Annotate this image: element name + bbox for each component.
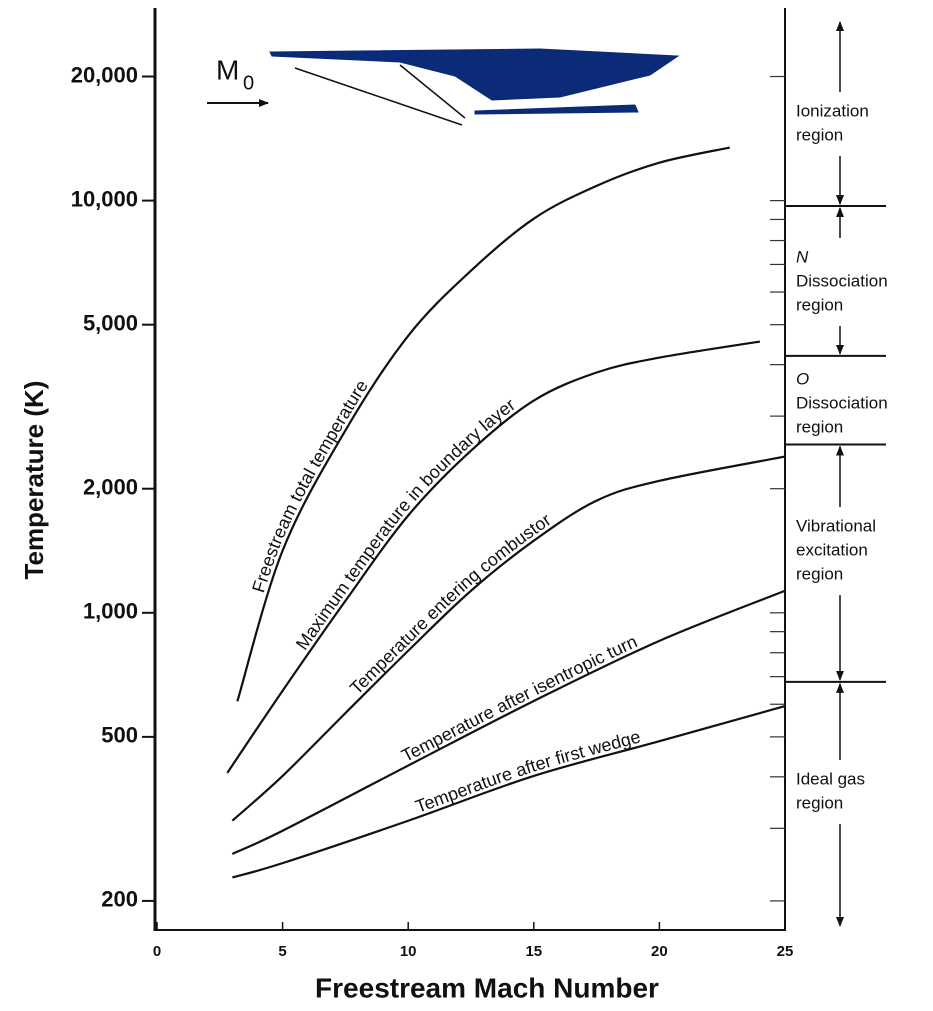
region-label: Dissociation: [796, 393, 888, 412]
y-tick-label: 20,000: [71, 62, 138, 87]
y-axis-title: Temperature (K): [19, 381, 49, 580]
y-tick-label: 1,000: [83, 599, 138, 624]
region-label: excitation: [796, 540, 868, 559]
inlet-label: M: [216, 54, 239, 85]
inlet-cowl: [475, 105, 638, 114]
region-label: N: [796, 247, 809, 266]
region-label: region: [796, 295, 843, 314]
region-label: Vibrational: [796, 516, 876, 535]
x-tick-label: 25: [777, 943, 794, 960]
page: {"chart_data": { "type": "line", "x_labe…: [0, 0, 933, 1011]
x-tick-label: 15: [525, 943, 542, 960]
region-label: region: [796, 564, 843, 583]
region-label: region: [796, 793, 843, 812]
inlet-diagram: M 0: [207, 49, 678, 125]
y-tick-label: 500: [101, 723, 138, 748]
x-tick-label: 10: [400, 943, 417, 960]
x-tick-label: 0: [153, 943, 161, 960]
region-label: Dissociation: [796, 271, 888, 290]
region-label: region: [796, 417, 843, 436]
x-tick-label: 5: [278, 943, 286, 960]
y-tick-label: 200: [101, 887, 138, 912]
y-tick-label: 2,000: [83, 475, 138, 500]
y-tick-label: 5,000: [83, 310, 138, 335]
chart: M 0 Temperature (K) Freestream Mach Numb…: [0, 0, 933, 1011]
y-tick-label: 10,000: [71, 186, 138, 211]
region-label: Ideal gas: [796, 769, 865, 788]
x-axis-title: Freestream Mach Number: [315, 972, 659, 1003]
inlet-subscript: 0: [243, 72, 254, 94]
region-label: O: [796, 369, 809, 388]
series-line: [232, 706, 785, 877]
region-label: region: [796, 125, 843, 144]
region-label: Ionization: [796, 101, 869, 120]
inlet-body: [270, 49, 678, 100]
shock-line: [295, 68, 462, 125]
x-tick-label: 20: [651, 943, 668, 960]
